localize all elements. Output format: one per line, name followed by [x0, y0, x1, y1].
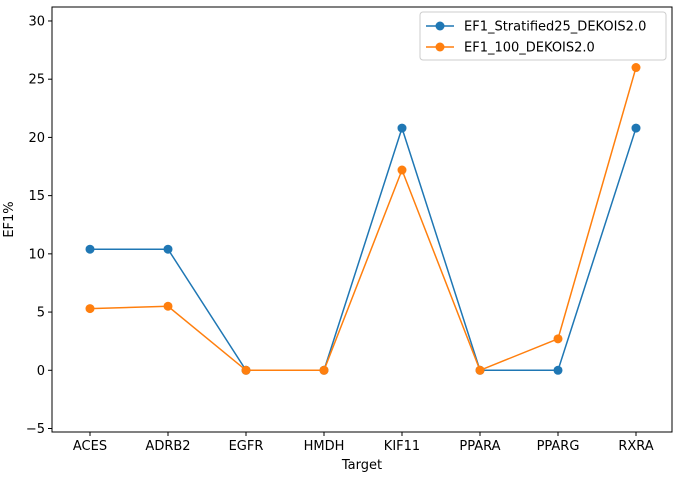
series-2	[85, 63, 641, 375]
data-point	[241, 365, 251, 375]
y-tick-label: 5	[37, 306, 45, 321]
x-tick-label-pparg: PPARG	[537, 439, 580, 454]
data-point	[553, 334, 563, 344]
y-tick-label: 20	[28, 131, 45, 146]
data-point	[553, 365, 563, 375]
legend-box	[419, 11, 667, 61]
x-tick-label-rxra: RXRA	[618, 439, 653, 454]
data-point	[319, 365, 329, 375]
data-point	[163, 244, 173, 254]
x-tick-label-adrb2: ADRB2	[145, 439, 190, 454]
data-point	[631, 63, 641, 73]
x-tick-label-kif11: KIF11	[384, 439, 420, 454]
series-layer	[85, 63, 641, 375]
legend-marker	[435, 21, 445, 31]
data-point	[85, 244, 95, 254]
data-point	[85, 304, 95, 314]
x-tick-label-ppara: PPARA	[459, 439, 500, 454]
data-point	[163, 301, 173, 311]
y-tick-label: 25	[28, 73, 45, 88]
y-tick-label: 10	[28, 247, 45, 262]
data-point	[397, 165, 407, 175]
x-tick-label-hmdh: HMDH	[304, 439, 345, 454]
plot-area	[52, 7, 672, 432]
y-tick-label: 30	[28, 14, 45, 29]
plot-frame	[51, 6, 673, 433]
data-point	[475, 365, 485, 375]
data-point	[631, 123, 641, 133]
x-tick-label-egfr: EGFR	[229, 439, 264, 454]
x-tick-label-aces: ACES	[73, 439, 107, 454]
legend-label: EF1_Stratified25_DEKOIS2.0	[464, 20, 646, 35]
y-axis-label: EF1%	[2, 201, 17, 237]
legend-marker	[435, 42, 445, 52]
legend: EF1_Stratified25_DEKOIS2.0 EF1_100_DEKOIS…	[419, 11, 667, 61]
series-line	[90, 125, 637, 372]
y-axis: −5 0 5 10 15 20 25 30	[26, 14, 52, 437]
x-axis: ACES ADRB2 EGFR HMDH KIF11 PPARA PPARG RXRA	[73, 432, 654, 454]
x-axis-label: Target	[341, 458, 382, 473]
y-tick-label: 15	[28, 189, 45, 204]
legend-item: EF1_100_DEKOIS2.0	[426, 41, 595, 56]
series-line	[89, 67, 637, 372]
y-tick-label: −5	[26, 422, 45, 437]
legend-item: EF1_Stratified25_DEKOIS2.0	[426, 20, 646, 35]
data-point	[397, 123, 407, 133]
y-tick-label: 0	[37, 364, 45, 379]
legend-label: EF1_100_DEKOIS2.0	[464, 41, 595, 56]
